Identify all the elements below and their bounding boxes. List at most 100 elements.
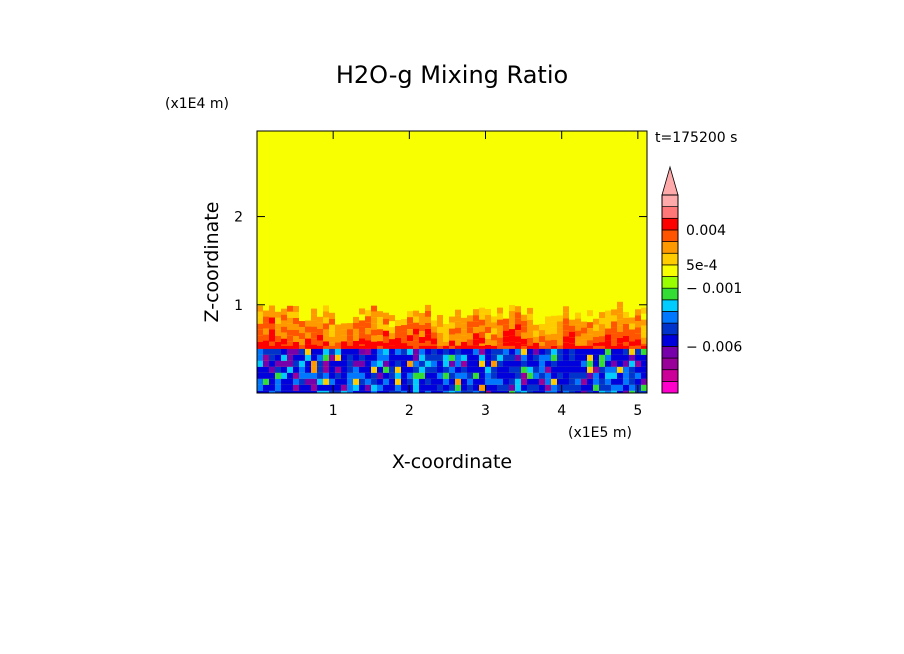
field-cell [605, 366, 611, 373]
field-cell [287, 384, 293, 391]
field-cell [611, 378, 617, 385]
field-cell [503, 354, 509, 361]
field-cell [533, 372, 539, 379]
field-cell [353, 328, 359, 335]
field-cell [329, 330, 335, 337]
field-cell [341, 366, 347, 373]
field-cell [407, 323, 413, 330]
field-cell [329, 312, 335, 319]
field-cell [497, 337, 503, 344]
field-cell [413, 345, 419, 349]
field-cell [317, 354, 323, 361]
field-cell [581, 333, 587, 340]
field-cell [599, 312, 605, 319]
field-cell [269, 390, 275, 393]
field-cell [485, 345, 491, 349]
field-cell [569, 345, 575, 349]
field-cell [413, 322, 419, 329]
field-cell [347, 354, 353, 361]
field-cell [455, 309, 461, 316]
field-cell [293, 390, 299, 393]
field-cell [389, 348, 395, 355]
field-cell [527, 313, 533, 320]
field-cell [347, 329, 353, 336]
field-cell [479, 390, 485, 393]
field-cell [323, 317, 329, 324]
field-cell [275, 360, 281, 367]
field-cell [539, 384, 545, 391]
field-cell [563, 354, 569, 361]
field-cell [323, 348, 329, 355]
field-cell [371, 372, 377, 379]
field-cell [521, 348, 527, 355]
field-cell [425, 384, 431, 391]
field-cell [587, 354, 593, 361]
field-cell [275, 384, 281, 391]
field-cell [407, 348, 413, 355]
field-cell [611, 372, 617, 379]
field-cell [377, 354, 383, 361]
field-cell [389, 327, 395, 334]
field-cell [281, 366, 287, 373]
field-cell [467, 384, 473, 391]
field-cell [299, 321, 305, 328]
field-cell [317, 322, 323, 329]
field-cell [629, 372, 635, 379]
field-cell [479, 319, 485, 326]
colorbar-label: 0.004 [686, 223, 726, 239]
field-cell [431, 384, 437, 391]
field-cell [335, 336, 341, 343]
field-cell [539, 372, 545, 379]
field-cell [485, 360, 491, 367]
field-cell [485, 308, 491, 315]
field-cell [257, 390, 263, 393]
field-cell [437, 378, 443, 385]
field-cell [269, 311, 275, 318]
field-cell [527, 390, 533, 393]
field-cell [401, 354, 407, 361]
field-cell [329, 342, 335, 349]
field-cell [293, 311, 299, 318]
field-cell [575, 390, 581, 393]
field-cell [335, 384, 341, 391]
field-cell [371, 311, 377, 318]
field-cell [581, 366, 587, 373]
field-cell [443, 384, 449, 391]
field-cell [353, 384, 359, 391]
field-cell [365, 316, 371, 323]
field-cell [509, 372, 515, 379]
field-cell [617, 366, 623, 373]
field-cell [545, 316, 551, 323]
field-cell [509, 345, 515, 349]
field-cell [287, 345, 293, 349]
field-cell [497, 345, 503, 349]
field-cell [563, 360, 569, 367]
field-cell [431, 348, 437, 355]
field-layer [257, 301, 647, 393]
field-cell [473, 321, 479, 328]
field-cell [497, 319, 503, 326]
field-cell [599, 366, 605, 373]
field-cell [569, 360, 575, 367]
field-cell [281, 332, 287, 339]
field-cell [539, 348, 545, 355]
field-cell [515, 372, 521, 379]
field-cell [383, 366, 389, 373]
field-cell [359, 332, 365, 339]
field-cell [311, 308, 317, 315]
field-cell [479, 337, 485, 344]
field-cell [533, 345, 539, 349]
field-cell [641, 348, 647, 355]
field-cell [257, 341, 263, 348]
field-cell [287, 390, 293, 393]
field-cell [551, 366, 557, 373]
field-cell [407, 341, 413, 348]
plot-frame [256, 130, 648, 394]
field-cell [635, 327, 641, 334]
field-cell [413, 316, 419, 323]
field-cell [599, 384, 605, 391]
field-cell [641, 331, 647, 338]
field-cell [617, 313, 623, 320]
field-cell [509, 311, 515, 318]
field-cell [257, 305, 263, 312]
